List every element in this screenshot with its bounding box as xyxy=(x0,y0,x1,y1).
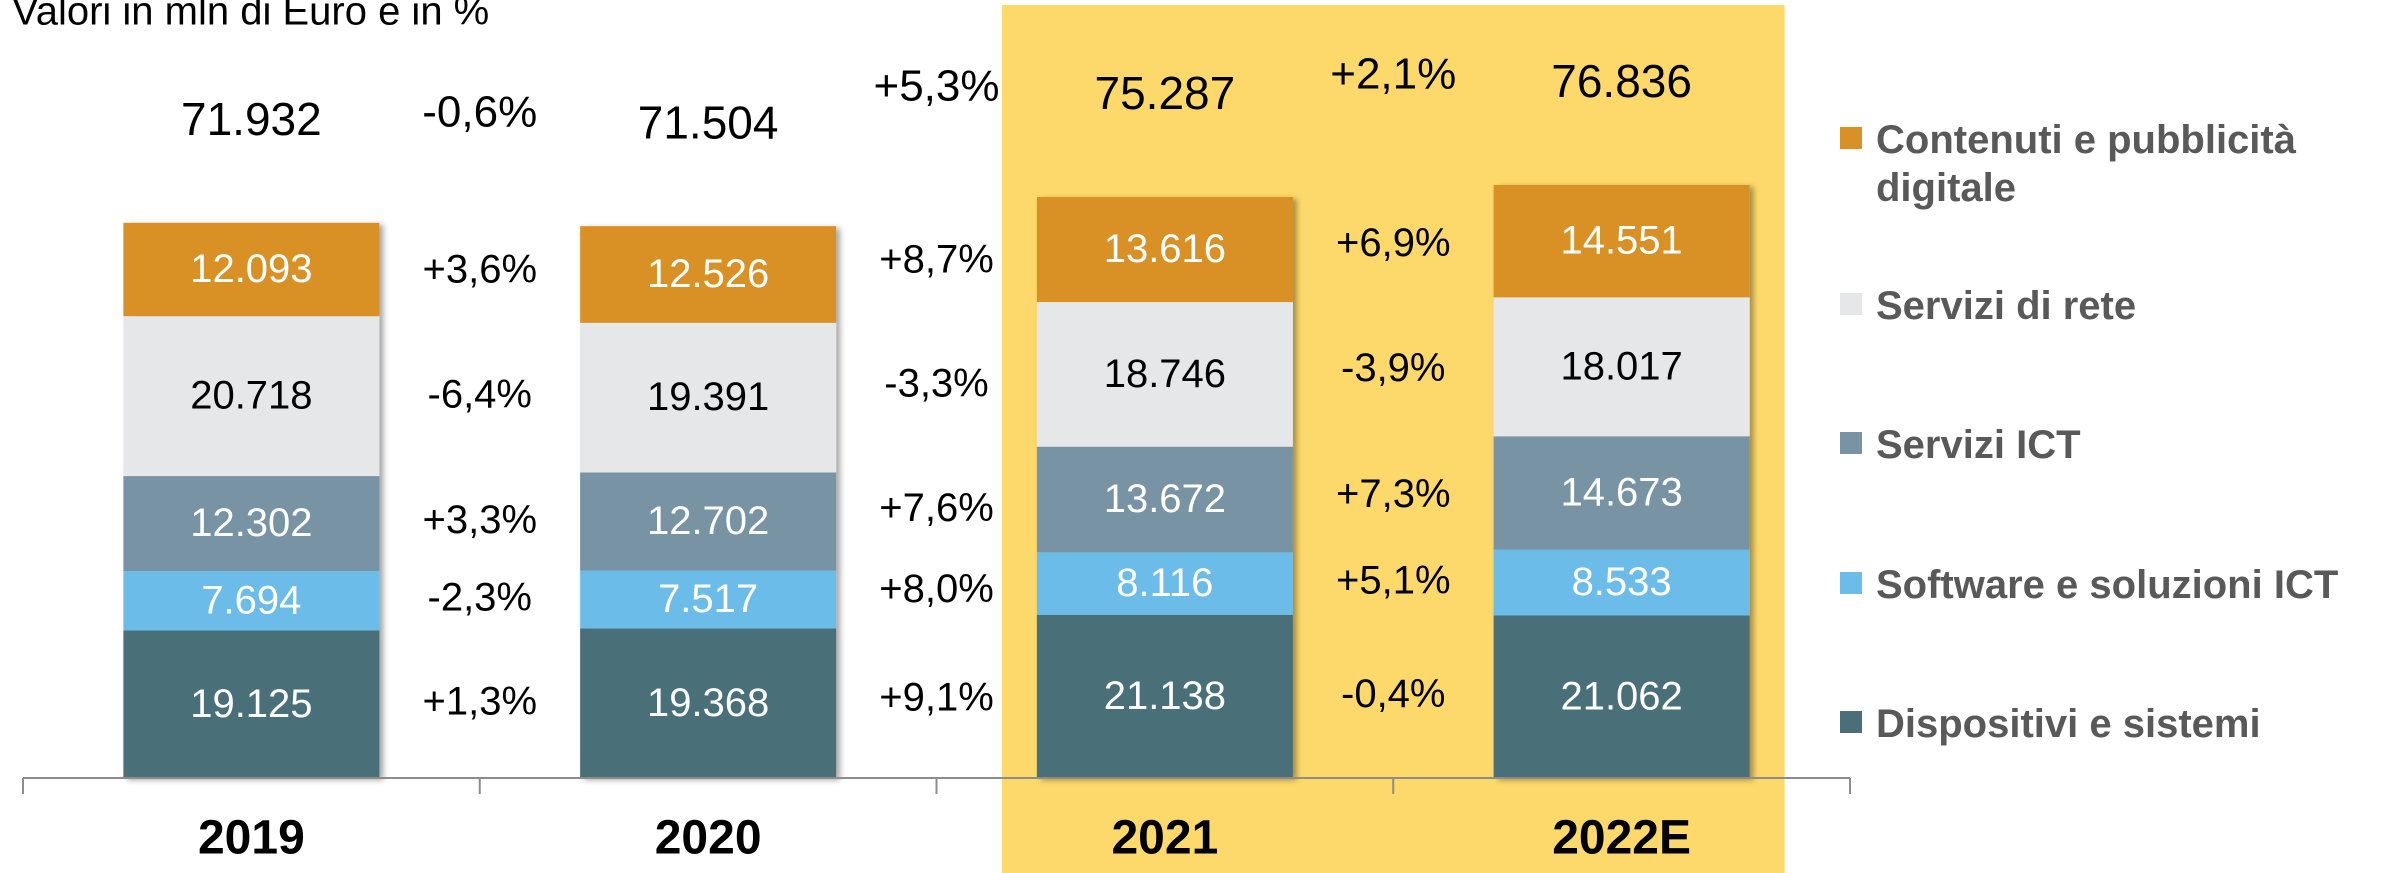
value-label: 19.125 xyxy=(190,682,312,726)
total-growth-label: +5,3% xyxy=(874,62,1000,111)
total-label: 76.836 xyxy=(1551,55,1692,107)
total-growth-label: +2,1% xyxy=(1330,50,1456,99)
bar-segment xyxy=(1036,302,1293,447)
value-label: 12.526 xyxy=(647,252,769,296)
growth-label: +7,3% xyxy=(1336,472,1451,516)
value-label: 13.672 xyxy=(1104,477,1226,521)
value-label: 12.093 xyxy=(190,247,312,291)
growth-label: +1,3% xyxy=(422,679,537,723)
bar-segment xyxy=(1493,436,1750,550)
growth-label: -6,4% xyxy=(428,372,533,416)
value-label: 18.746 xyxy=(1104,352,1226,396)
bar-segment xyxy=(580,570,837,629)
growth-label: +6,9% xyxy=(1336,221,1451,265)
bar-segment xyxy=(123,571,380,631)
value-label: 12.702 xyxy=(647,499,769,543)
value-label: 7.694 xyxy=(201,578,301,622)
legend-swatch xyxy=(1840,293,1862,315)
bar-segment xyxy=(1036,614,1293,778)
legend-swatch xyxy=(1840,572,1862,594)
total-label: 75.287 xyxy=(1095,67,1236,119)
legend-label: Servizi di rete xyxy=(1876,284,2137,328)
bar-segment xyxy=(1036,196,1293,303)
growth-label: -3,3% xyxy=(884,362,989,406)
legend-item: Software e soluzioni ICT xyxy=(1840,561,2380,609)
value-label: 18.017 xyxy=(1560,344,1682,388)
legend-label: Contenuti e pubblicità digitale xyxy=(1876,118,2296,210)
total-label: 71.932 xyxy=(181,93,322,145)
bar-segment xyxy=(580,628,837,778)
x-tick-label: 2019 xyxy=(198,812,305,865)
value-label: 8.533 xyxy=(1572,560,1672,604)
bar-segment xyxy=(1036,552,1293,615)
bar-segment xyxy=(123,316,380,477)
legend-label: Software e soluzioni ICT xyxy=(1876,563,2339,607)
growth-label: +9,1% xyxy=(879,675,994,719)
value-label: 19.368 xyxy=(647,681,769,725)
growth-label: -3,9% xyxy=(1341,346,1446,390)
value-label: 12.302 xyxy=(190,501,312,545)
value-label: 14.673 xyxy=(1560,471,1682,515)
bar-segment xyxy=(123,222,380,317)
legend-label: Servizi ICT xyxy=(1876,423,2081,467)
growth-label: +3,3% xyxy=(422,498,537,542)
growth-label: -2,3% xyxy=(428,576,533,620)
x-tick-label: 2021 xyxy=(1111,812,1218,865)
total-label: 71.504 xyxy=(638,96,779,148)
growth-label: +3,6% xyxy=(422,248,537,292)
legend-item: Servizi di rete xyxy=(1840,282,2380,330)
growth-label: +8,7% xyxy=(879,238,994,282)
legend-item: Contenuti e pubblicità digitale xyxy=(1840,116,2380,212)
legend-item: Dispositivi e sistemi xyxy=(1840,700,2380,748)
bar-segment xyxy=(1493,549,1750,616)
legend-label: Dispositivi e sistemi xyxy=(1876,702,2261,746)
growth-label: +5,1% xyxy=(1336,559,1451,603)
growth-label: +8,0% xyxy=(879,567,994,611)
bar-stack xyxy=(1036,196,1293,778)
bar-stack xyxy=(123,222,380,778)
value-label: 21.062 xyxy=(1560,674,1682,718)
growth-label: +7,6% xyxy=(879,486,994,530)
legend-swatch xyxy=(1840,711,1862,733)
value-label: 7.517 xyxy=(658,577,758,621)
bar-segment xyxy=(1036,446,1293,553)
bar-segment xyxy=(1493,185,1750,298)
bar-segment xyxy=(123,630,380,778)
x-tick-label: 2020 xyxy=(655,812,762,865)
value-label: 13.616 xyxy=(1104,227,1226,271)
bar-segment xyxy=(580,226,837,323)
bar-segment xyxy=(580,322,837,473)
bar-segment xyxy=(1493,297,1750,437)
bar-segment xyxy=(1493,615,1750,778)
value-label: 20.718 xyxy=(190,374,312,418)
total-growth-label: -0,6% xyxy=(422,87,537,136)
bar-segment xyxy=(580,472,837,571)
bar-stack xyxy=(1493,185,1750,778)
legend-swatch xyxy=(1840,127,1862,149)
value-label: 21.138 xyxy=(1104,674,1226,718)
legend-swatch xyxy=(1840,432,1862,454)
bar-stack xyxy=(580,226,837,778)
subtitle: Valori in mln di Euro e in % xyxy=(12,0,489,34)
growth-label: -0,4% xyxy=(1341,672,1446,716)
x-tick-label: 2022E xyxy=(1552,812,1691,865)
value-label: 14.551 xyxy=(1560,219,1682,263)
value-label: 8.116 xyxy=(1116,561,1213,605)
value-label: 19.391 xyxy=(647,375,769,419)
legend-item: Servizi ICT xyxy=(1840,421,2380,469)
bar-segment xyxy=(123,476,380,572)
